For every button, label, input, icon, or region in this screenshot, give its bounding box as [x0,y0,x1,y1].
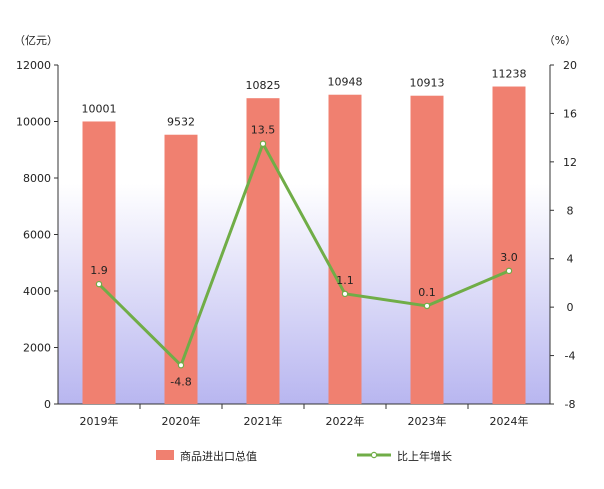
bar-value-label: 10913 [410,77,445,90]
right-tick-label: 8 [567,204,574,217]
x-tick-label: 2024年 [490,414,529,428]
x-tick-label: 2020年 [162,414,201,428]
bar [328,94,362,405]
legend-swatch-marker [370,451,378,459]
left-tick-label: 10000 [16,116,51,129]
bar-value-label: 10948 [328,76,363,89]
right-tick-label: 16 [563,107,577,120]
left-tick-label: 8000 [23,172,51,185]
legend-swatch-bar [156,450,174,460]
line-point [505,267,513,275]
legend-label-bar: 商品进出口总值 [180,449,257,463]
line-point [259,140,267,147]
bar [410,95,444,404]
line-value-label: 3.0 [500,251,518,264]
bar [164,134,198,404]
bar-value-label: 10825 [246,79,281,92]
right-tick-label: -8 [565,398,576,411]
bar [246,98,280,404]
x-tick-label: 2022年 [326,414,365,428]
left-axis-unit: （亿元） [14,34,58,47]
left-tick-label: 0 [44,398,51,411]
line-value-label: 1.1 [336,274,354,287]
bar-value-label: 11238 [492,68,527,81]
legend-label-line: 比上年增长 [397,449,452,463]
right-tick-label: 4 [567,253,574,266]
line-point [95,280,103,288]
right-tick-label: 12 [563,156,577,169]
right-tick-label: -4 [565,350,576,363]
line-point [423,302,431,310]
line-value-label: 1.9 [90,264,108,277]
right-tick-label: 0 [567,301,574,314]
bar [492,86,526,405]
x-tick-label: 2023年 [408,414,447,428]
bar [82,121,116,405]
x-tick-label: 2021年 [244,414,283,428]
x-tick-label: 2019年 [80,414,119,428]
left-tick-label: 2000 [23,342,51,355]
left-tick-label: 6000 [23,229,51,242]
bar-value-label: 9532 [167,116,195,129]
line-point [341,290,349,298]
line-value-label: 13.5 [251,124,276,137]
left-tick-label: 4000 [23,285,51,298]
plot-background [58,65,550,404]
line-point [177,362,185,369]
line-value-label: 0.1 [418,286,436,299]
growth-line [97,142,510,367]
line-value-label: -4.8 [170,375,191,388]
bar-value-label: 10001 [82,102,117,115]
right-tick-label: 20 [563,59,577,72]
left-tick-label: 12000 [16,59,51,72]
right-axis-unit: （%） [544,34,576,47]
